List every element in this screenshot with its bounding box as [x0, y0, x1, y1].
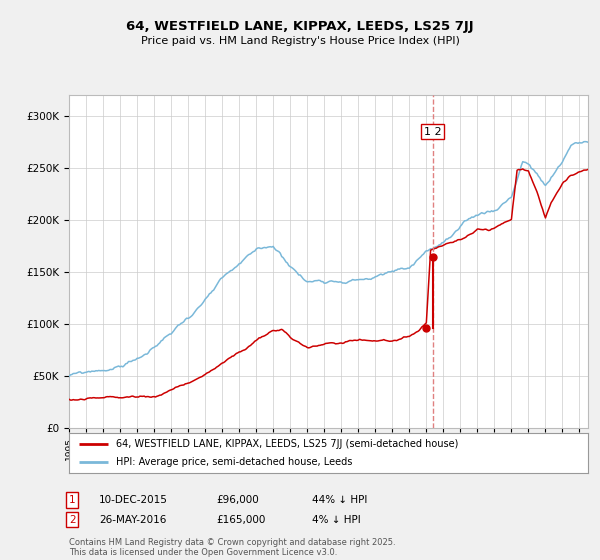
Text: 64, WESTFIELD LANE, KIPPAX, LEEDS, LS25 7JJ (semi-detached house): 64, WESTFIELD LANE, KIPPAX, LEEDS, LS25 …	[116, 439, 458, 449]
Text: 26-MAY-2016: 26-MAY-2016	[99, 515, 166, 525]
Text: 4% ↓ HPI: 4% ↓ HPI	[312, 515, 361, 525]
Text: Price paid vs. HM Land Registry's House Price Index (HPI): Price paid vs. HM Land Registry's House …	[140, 36, 460, 46]
Text: Contains HM Land Registry data © Crown copyright and database right 2025.
This d: Contains HM Land Registry data © Crown c…	[69, 538, 395, 557]
Text: 44% ↓ HPI: 44% ↓ HPI	[312, 495, 367, 505]
Text: HPI: Average price, semi-detached house, Leeds: HPI: Average price, semi-detached house,…	[116, 458, 352, 467]
Text: 1 2: 1 2	[424, 127, 442, 137]
Text: £165,000: £165,000	[216, 515, 265, 525]
Text: £96,000: £96,000	[216, 495, 259, 505]
Text: 1: 1	[69, 495, 76, 505]
Text: 64, WESTFIELD LANE, KIPPAX, LEEDS, LS25 7JJ: 64, WESTFIELD LANE, KIPPAX, LEEDS, LS25 …	[126, 20, 474, 32]
Text: 2: 2	[69, 515, 76, 525]
Text: 10-DEC-2015: 10-DEC-2015	[99, 495, 168, 505]
